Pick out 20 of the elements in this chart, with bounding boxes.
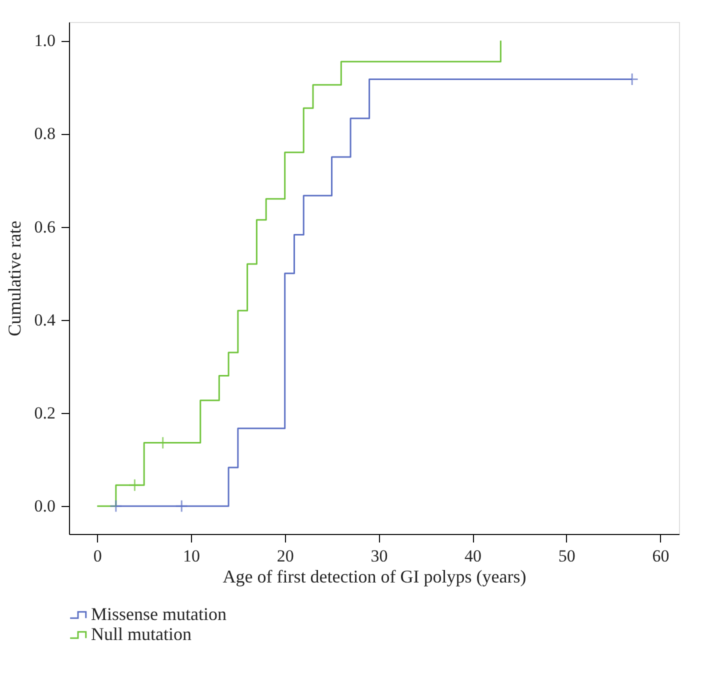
- x-tick-label: 0: [93, 546, 102, 566]
- y-axis-title: Cumulative rate: [4, 220, 24, 336]
- legend-label: Null mutation: [91, 624, 192, 644]
- x-tick-label: 10: [183, 546, 200, 566]
- x-tick-label: 30: [370, 546, 388, 566]
- y-tick-label: 0.4: [34, 310, 56, 330]
- x-tick-label: 50: [558, 546, 576, 566]
- y-tick-label: 0.0: [34, 496, 56, 516]
- y-tick-label: 1.0: [34, 31, 56, 50]
- x-tick-label: 40: [464, 546, 482, 566]
- point: [109, 500, 122, 513]
- point: [175, 500, 188, 513]
- y-tick-label: 0.2: [34, 403, 56, 422]
- x-axis-title: Age of first detection of GI polyps (years): [222, 566, 526, 586]
- x-tick-label: 20: [276, 546, 294, 566]
- legend-label: Missense mutation: [91, 604, 226, 624]
- point: [128, 478, 142, 492]
- x-tick-label: 60: [652, 546, 670, 566]
- y-tick-label: 0.6: [34, 217, 56, 236]
- y-tick-label: 0.8: [34, 124, 56, 144]
